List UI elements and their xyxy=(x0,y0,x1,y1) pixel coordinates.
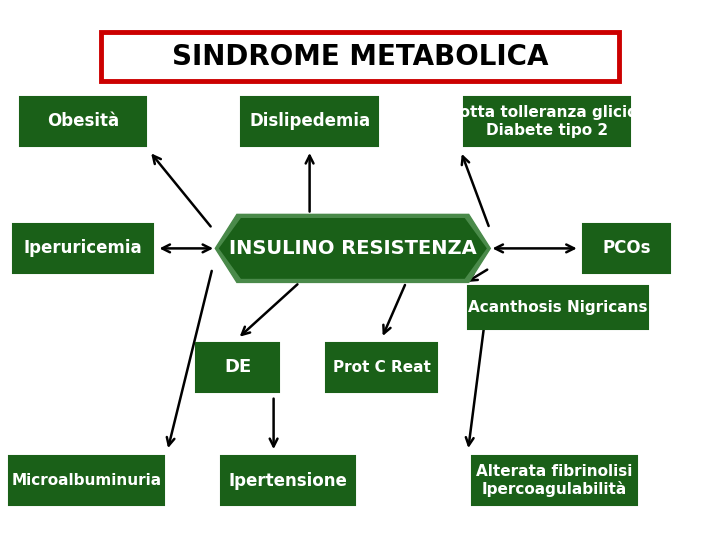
Text: Dislipedemia: Dislipedemia xyxy=(249,112,370,131)
Bar xyxy=(101,32,619,81)
Polygon shape xyxy=(215,214,490,282)
Text: Alterata fibrinolisi
Ipercoagulabilità: Alterata fibrinolisi Ipercoagulabilità xyxy=(476,464,633,497)
Text: Ipertensione: Ipertensione xyxy=(228,471,348,490)
Bar xyxy=(9,456,163,505)
Text: Ridotta tolleranza glicidica
Diabete tipo 2: Ridotta tolleranza glicidica Diabete tip… xyxy=(432,105,662,138)
Text: SINDROME METABOLICA: SINDROME METABOLICA xyxy=(172,43,548,71)
Bar xyxy=(472,456,637,505)
Bar xyxy=(325,343,438,391)
Bar xyxy=(196,343,279,391)
Bar xyxy=(13,224,153,273)
Text: Acanthosis Nigricans: Acanthosis Nigricans xyxy=(468,300,648,315)
Text: Iperuricemia: Iperuricemia xyxy=(24,239,142,258)
Text: DE: DE xyxy=(224,358,251,376)
Bar xyxy=(464,97,630,146)
Bar xyxy=(468,286,648,329)
Text: PCOs: PCOs xyxy=(602,239,651,258)
Polygon shape xyxy=(220,219,486,278)
Bar xyxy=(583,224,670,273)
Bar xyxy=(222,456,355,505)
Text: Prot C Reat: Prot C Reat xyxy=(333,360,431,375)
Text: Microalbuminuria: Microalbuminuria xyxy=(12,473,161,488)
Text: Obesità: Obesità xyxy=(47,112,119,131)
Bar xyxy=(241,97,378,146)
Text: INSULINO RESISTENZA: INSULINO RESISTENZA xyxy=(229,239,477,258)
Bar xyxy=(20,97,145,146)
